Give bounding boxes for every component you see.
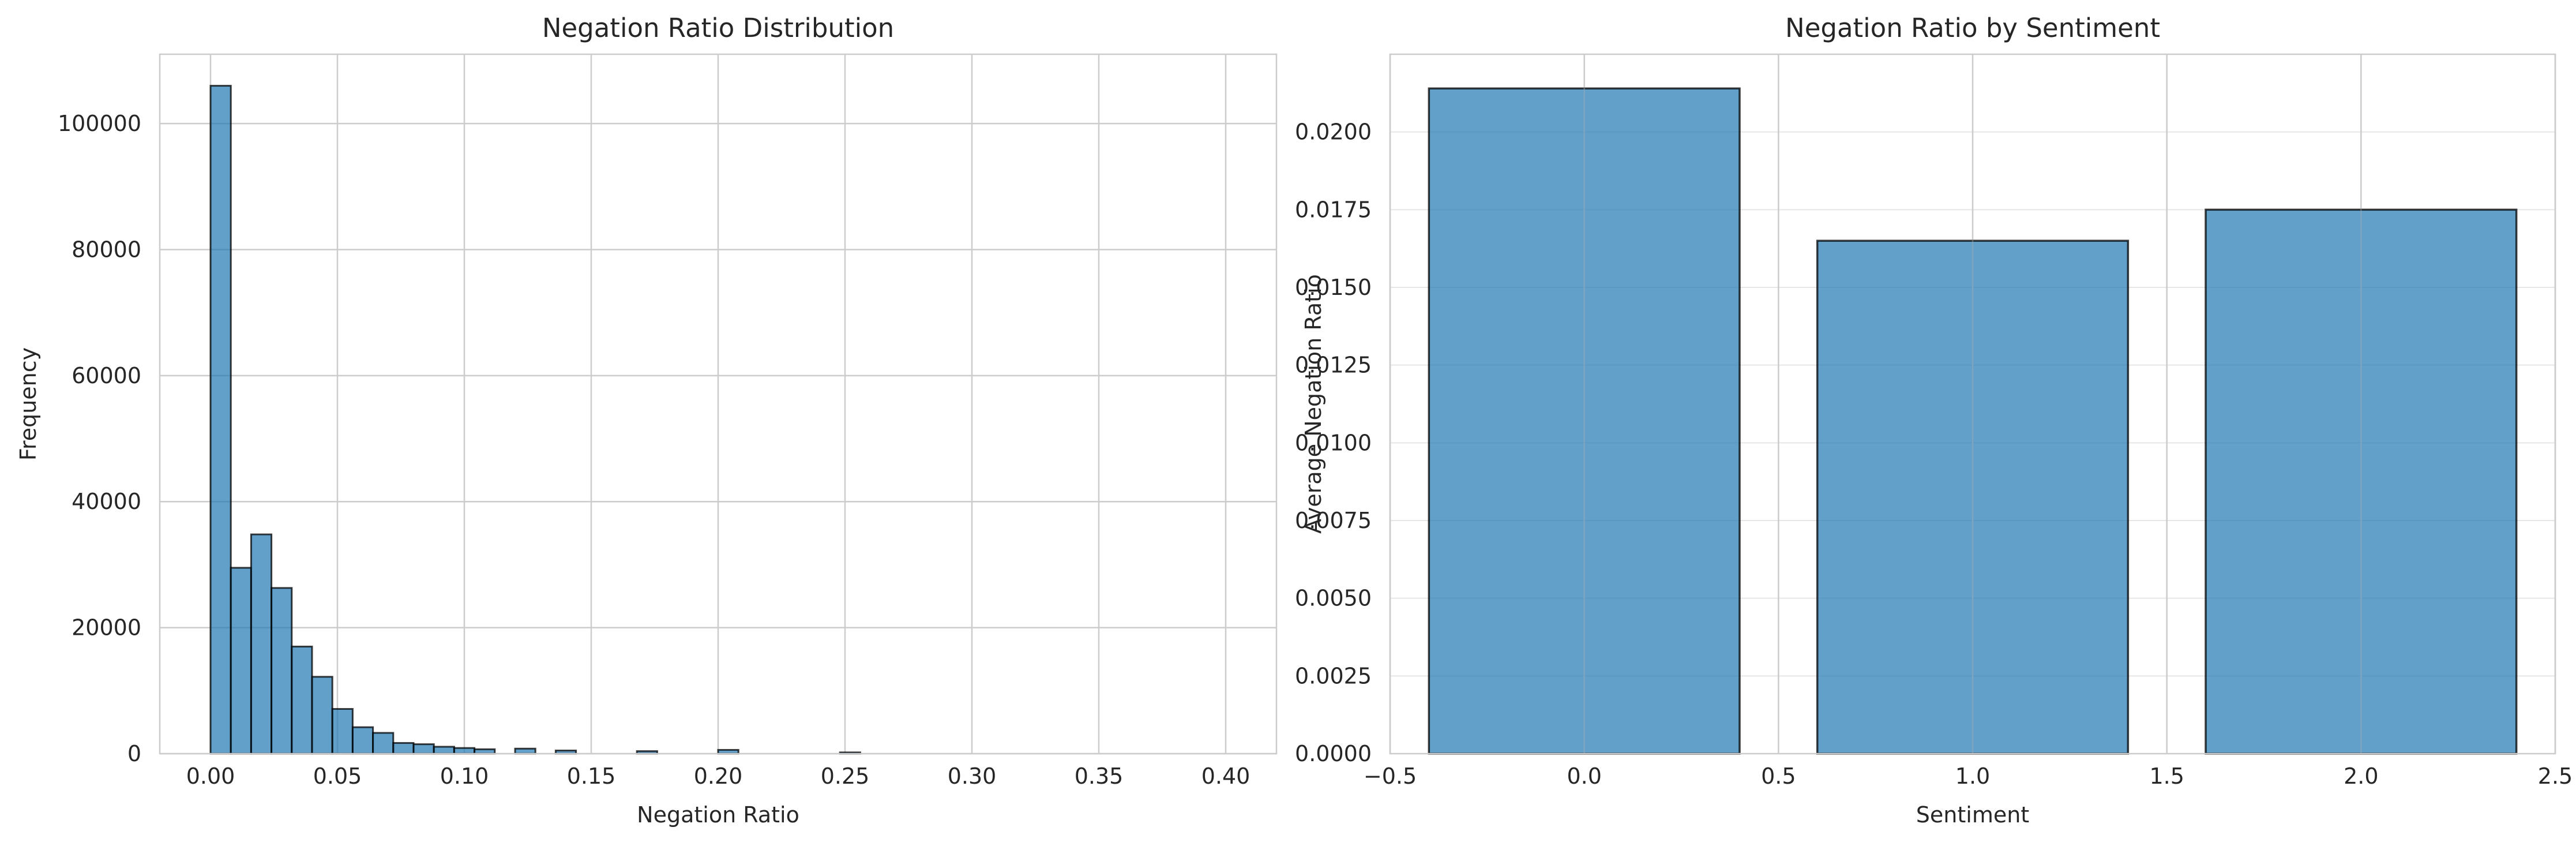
y-tick-label: 40000 <box>72 489 141 514</box>
y-tick-label: 60000 <box>72 363 141 388</box>
y-tick-labels: 0.0000 0.0025 0.0050 0.0075 0.0100 0.0125 0.01… <box>1295 119 1372 766</box>
y-tick-label: 0.0175 <box>1295 197 1372 222</box>
y-tick-label: 0.0200 <box>1295 119 1372 145</box>
x-tick-label: −0.5 <box>1364 763 1417 789</box>
y-tick-label: 0 <box>127 741 141 766</box>
y-tick-label: 0.0000 <box>1295 741 1372 766</box>
x-tick-label: 0.30 <box>948 763 997 789</box>
x-tick-label: 1.0 <box>1955 763 1990 789</box>
x-axis-label: Sentiment <box>1916 802 2029 828</box>
histogram-bar <box>392 742 415 755</box>
x-tick-label: 2.0 <box>2344 763 2378 789</box>
sentiment-bars <box>1428 87 2518 755</box>
histogram-bar <box>514 747 536 755</box>
x-tick-label: 0.00 <box>186 763 235 789</box>
histogram-bars <box>209 85 861 755</box>
x-tick-label: 0.35 <box>1075 763 1124 789</box>
sentiment-bar <box>2205 208 2518 755</box>
y-tick-label: 0.0075 <box>1295 508 1372 533</box>
x-tick-label: 0.5 <box>1761 763 1796 789</box>
y-tick-label: 0.0025 <box>1295 663 1372 688</box>
histogram-bar <box>209 85 232 755</box>
x-tick-label: 0.40 <box>1201 763 1251 789</box>
y-tick-label: 0.0100 <box>1295 430 1372 455</box>
histogram-bar <box>433 746 455 755</box>
chart-title: Negation Ratio Distribution <box>542 13 894 43</box>
y-tick-labels: 0 20000 40000 60000 80000 100000 <box>58 111 141 766</box>
plot-frame <box>159 53 1278 755</box>
x-tick-label: 0.0 <box>1567 763 1601 789</box>
histogram-bar <box>291 645 313 755</box>
x-axis-label: Negation Ratio <box>637 802 799 828</box>
y-tick-label: 20000 <box>72 615 141 641</box>
x-tick-labels: −0.5 0.0 0.5 1.0 1.5 2.0 2.5 <box>1364 763 2573 789</box>
x-tick-label: 0.20 <box>694 763 743 789</box>
x-tick-label: 1.5 <box>2149 763 2184 789</box>
x-tick-label: 0.25 <box>821 763 870 789</box>
negation-ratio-by-sentiment-chart: Negation Ratio by Sentiment −0.5 0.0 0.5 1.… <box>1295 13 2573 828</box>
x-tick-label: 0.10 <box>440 763 489 789</box>
y-tick-label: 0.0050 <box>1295 586 1372 611</box>
grid <box>160 54 1276 755</box>
histogram-bar <box>412 743 435 755</box>
x-tick-label: 0.05 <box>313 763 362 789</box>
histogram-bar <box>271 587 293 755</box>
histogram-bar <box>230 567 252 755</box>
negation-ratio-histogram: Negation Ratio Distribution 0.00 0.05 0.10… <box>16 13 1278 828</box>
y-tick-label: 0.0150 <box>1295 275 1372 300</box>
chart-title: Negation Ratio by Sentiment <box>1785 13 2160 43</box>
histogram-bar <box>351 726 374 755</box>
histogram-bar <box>372 732 395 755</box>
y-tick-label: 80000 <box>72 237 141 262</box>
x-tick-labels: 0.00 0.05 0.10 0.15 0.20 0.25 0.30 0.35 0.40 <box>186 763 1251 789</box>
y-axis-label: Average Negation Ratio <box>1301 274 1326 534</box>
histogram-bar <box>453 747 476 755</box>
x-tick-label: 0.15 <box>567 763 616 789</box>
y-tick-label: 0.0125 <box>1295 353 1372 378</box>
histogram-bar <box>311 676 333 755</box>
y-tick-label: 100000 <box>58 111 141 136</box>
plot-frame <box>1389 53 2556 755</box>
histogram-bar <box>250 533 273 755</box>
histogram-bar <box>331 708 354 755</box>
x-tick-label: 2.5 <box>2538 763 2573 789</box>
y-axis-label: Frequency <box>16 347 41 461</box>
sentiment-bar <box>1816 239 2130 755</box>
